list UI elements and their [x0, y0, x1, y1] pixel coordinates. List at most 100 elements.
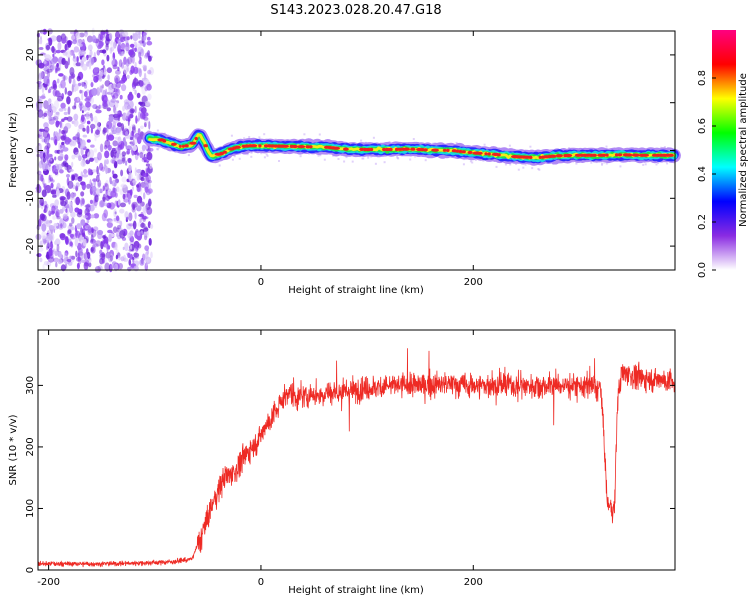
noise-speck: [64, 122, 72, 129]
noise-speck: [85, 95, 92, 100]
noise-speck: [140, 48, 145, 57]
noise-speck: [93, 115, 98, 123]
noise-speck: [52, 215, 56, 220]
halo-speck: [260, 152, 263, 155]
noise-speck: [61, 162, 66, 167]
noise-speck: [94, 194, 99, 203]
noise-speck: [80, 197, 85, 206]
halo-speck: [258, 136, 261, 139]
noise-speck: [93, 148, 98, 153]
noise-speck: [146, 83, 152, 91]
noise-speck: [96, 49, 101, 56]
noise-speck: [52, 53, 55, 58]
trace-core: [184, 144, 189, 148]
noise-speck: [42, 163, 48, 171]
noise-speck: [82, 238, 87, 247]
noise-speck: [63, 116, 69, 121]
noise-speck: [130, 244, 132, 250]
noise-speck: [52, 88, 58, 97]
noise-speck: [51, 106, 57, 113]
noise-speck: [129, 189, 133, 196]
halo-speck: [455, 141, 458, 144]
halo-speck: [266, 154, 269, 157]
colorbar-ticks: 0.0 0.2 0.4 0.6 0.8: [697, 70, 716, 278]
halo-speck: [299, 155, 302, 158]
noise-speck: [38, 83, 41, 88]
noise-speck: [84, 204, 91, 208]
noise-speck: [67, 259, 72, 263]
y-tick-label: -10: [25, 190, 36, 206]
noise-speck: [69, 222, 73, 227]
noise-speck: [49, 177, 54, 182]
halo-speck: [601, 163, 603, 166]
noise-speck: [108, 33, 113, 40]
noise-speck: [105, 179, 109, 187]
trace-core: [476, 151, 483, 155]
noise-speck: [41, 214, 47, 222]
halo-speck: [351, 160, 354, 163]
noise-speck: [66, 96, 71, 105]
noise-speck: [92, 178, 97, 182]
trace-core: [591, 153, 597, 157]
noise-speck: [56, 50, 61, 54]
noise-speck: [127, 56, 133, 65]
noise-speck: [50, 182, 54, 189]
noise-speck: [99, 162, 104, 171]
halo-speck: [482, 159, 485, 162]
halo-speck: [250, 155, 253, 158]
noise-speck: [149, 67, 154, 76]
noise-speck: [42, 235, 46, 239]
noise-speck: [90, 57, 95, 65]
noise-speck: [123, 254, 126, 262]
noise-speck: [69, 193, 75, 200]
noise-speck: [96, 188, 100, 195]
noise-speck: [51, 64, 55, 71]
noise-speck: [55, 120, 61, 126]
noise-speck: [56, 215, 61, 220]
noise-speck: [104, 159, 107, 168]
halo-speck: [246, 153, 249, 156]
noise-speck: [47, 60, 52, 69]
noise-speck: [84, 225, 91, 230]
noise-speck: [116, 122, 122, 128]
noise-speck: [52, 248, 56, 253]
halo-speck: [383, 161, 386, 164]
noise-speck: [38, 72, 43, 81]
noise-speck: [146, 40, 153, 46]
spectrogram-y-ticks: -20 -10 0 10 20: [25, 49, 675, 254]
noise-speck: [85, 111, 91, 120]
noise-speck: [64, 60, 69, 69]
noise-speck: [46, 78, 50, 87]
noise-speck: [109, 255, 113, 262]
noise-speck: [136, 195, 143, 204]
noise-speck: [108, 115, 114, 123]
noise-speck: [83, 91, 88, 98]
noise-speck: [70, 255, 76, 260]
noise-speck: [132, 186, 134, 191]
noise-speck: [66, 138, 72, 143]
halo-speck: [158, 146, 161, 149]
noise-speck: [45, 44, 51, 51]
noise-speck: [134, 167, 137, 177]
noise-speck: [106, 243, 109, 250]
noise-speck: [117, 44, 122, 53]
noise-speck: [58, 132, 62, 137]
noise-speck: [42, 152, 46, 159]
trace-core: [626, 153, 633, 157]
noise-speck: [40, 29, 44, 35]
noise-speck: [107, 168, 111, 172]
noise-speck: [133, 41, 137, 47]
noise-speck: [80, 160, 86, 167]
trace-core: [178, 144, 182, 148]
halo-speck: [396, 155, 399, 158]
y-tick-label: 200: [25, 437, 36, 456]
noise-speck: [51, 205, 56, 214]
noise-speck: [112, 64, 118, 70]
noise-speck: [60, 135, 66, 141]
noise-speck: [43, 156, 46, 163]
noise-speck: [105, 252, 112, 260]
noise-speck: [124, 242, 129, 252]
trace-core: [549, 154, 557, 158]
noise-speck: [90, 82, 94, 88]
noise-speck: [100, 69, 104, 77]
